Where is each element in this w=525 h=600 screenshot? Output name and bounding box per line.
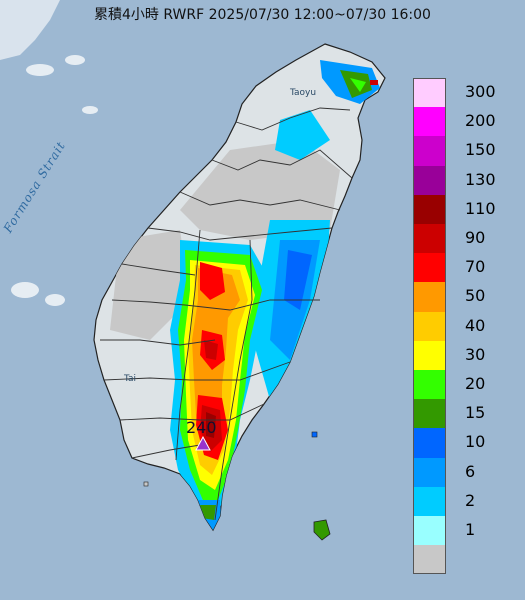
legend-swatch xyxy=(413,545,446,575)
legend-label: 50 xyxy=(465,286,486,306)
taoyuan-label: Taoyu xyxy=(290,88,317,98)
legend-swatch xyxy=(413,78,446,108)
legend-label: 200 xyxy=(465,111,496,131)
legend-label: 1 xyxy=(465,520,476,539)
peak-marker-icon xyxy=(195,435,211,451)
legend-swatch xyxy=(413,282,446,312)
legend-swatch xyxy=(413,486,446,516)
xiaoliuqiu-island xyxy=(143,481,149,487)
legend-swatch xyxy=(413,194,446,224)
legend-label: 150 xyxy=(465,140,496,160)
legend-label: 6 xyxy=(465,461,476,481)
legend-label: 110 xyxy=(465,198,496,218)
legend-swatch xyxy=(413,253,446,283)
legend-label: 40 xyxy=(465,315,486,335)
legend-swatch xyxy=(413,224,446,254)
legend-swatch xyxy=(413,370,446,400)
legend-swatch xyxy=(413,107,446,137)
county-boundaries xyxy=(100,107,353,521)
legend-swatch xyxy=(413,340,446,370)
cloud-patches xyxy=(11,55,98,306)
rainfall-overlay xyxy=(110,60,380,530)
legend-label: 300 xyxy=(465,82,496,101)
legend-swatch xyxy=(413,165,446,195)
lanyu-island xyxy=(313,519,331,541)
mainland-coast xyxy=(0,0,60,60)
legend-swatch xyxy=(413,311,446,341)
legend-label: 90 xyxy=(465,228,486,247)
legend-label: 20 xyxy=(465,374,486,393)
map-title: 累積4小時 RWRF 2025/07/30 12:00~07/30 16:00 xyxy=(94,7,431,23)
legend-swatch xyxy=(413,516,446,546)
legend-label: 2 xyxy=(465,490,476,510)
green-island xyxy=(311,431,318,438)
legend-label: 30 xyxy=(465,344,486,364)
legend-swatch xyxy=(413,399,446,429)
legend-label: 130 xyxy=(465,169,496,189)
tainan-label: Tai xyxy=(124,374,137,384)
legend-swatch xyxy=(413,428,446,458)
legend-label: 10 xyxy=(465,432,486,452)
legend-swatch xyxy=(413,136,446,166)
legend-label: 15 xyxy=(465,403,486,423)
legend-label: 70 xyxy=(465,257,486,277)
peak-value-label: 240 xyxy=(186,418,217,437)
legend-swatch xyxy=(413,457,446,487)
